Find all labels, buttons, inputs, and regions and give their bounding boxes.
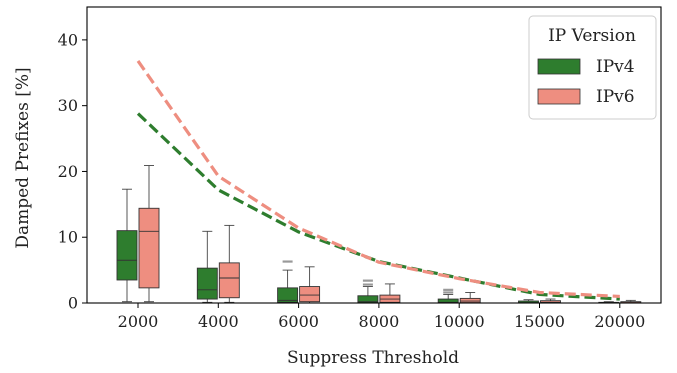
box-iqr	[116, 230, 138, 281]
mean-lines-layer	[136, 60, 620, 301]
mean-line-ipv6	[136, 60, 620, 299]
y-tick-label: 30	[58, 96, 78, 115]
box-ipv4-2000	[116, 188, 138, 303]
box-iqr	[299, 286, 321, 303]
box-iqr	[277, 287, 299, 303]
x-tick-label: 15000	[514, 312, 565, 331]
box-ipv6-4000	[218, 224, 240, 303]
x-tick-label: 2000	[118, 312, 159, 331]
plot-frame	[86, 6, 662, 304]
mean-line-ipv4	[136, 112, 620, 301]
x-axis-label: Suppress Threshold	[287, 348, 459, 368]
legend-swatch-ipv6	[537, 88, 581, 105]
box-ipv6-10000	[459, 292, 481, 304]
legend-label-ipv6: IPv6	[596, 87, 635, 107]
box-ipv4-6000	[277, 260, 299, 304]
legend-label-ipv4: IPv4	[596, 57, 635, 77]
y-tick-label: 20	[58, 162, 78, 181]
legend-swatch-ipv4	[537, 58, 581, 75]
y-tick-label: 0	[68, 294, 78, 313]
legend-title: IP Version	[548, 26, 636, 46]
x-tick-label: 8000	[359, 312, 400, 331]
x-tick-label: 20000	[594, 312, 645, 331]
x-tick-label: 6000	[278, 312, 319, 331]
box-iqr	[459, 297, 481, 304]
box-iqr	[196, 267, 218, 300]
box-ipv6-2000	[138, 165, 160, 303]
box-ipv4-8000	[357, 279, 379, 304]
box-iqr	[138, 207, 160, 289]
x-tick-label: 10000	[434, 312, 485, 331]
y-tick-label: 40	[58, 30, 78, 49]
box-ipv6-15000	[540, 298, 561, 304]
boxes-layer	[116, 165, 642, 304]
x-tick-label: 4000	[198, 312, 239, 331]
box-iqr	[218, 262, 240, 299]
y-axis-label: Damped Prefixes [%]	[13, 67, 33, 248]
box-ipv6-6000	[299, 266, 321, 304]
box-ipv4-10000	[437, 288, 459, 304]
axes-layer: 0 10 20 30 40 2000 4000 6000 8000 10000 15000 20000	[58, 6, 662, 331]
box-ipv6-8000	[379, 283, 401, 304]
box-ipv4-4000	[196, 230, 218, 303]
legend: IP Version IPv4 IPv6	[528, 15, 657, 120]
y-tick-label: 10	[58, 228, 78, 247]
